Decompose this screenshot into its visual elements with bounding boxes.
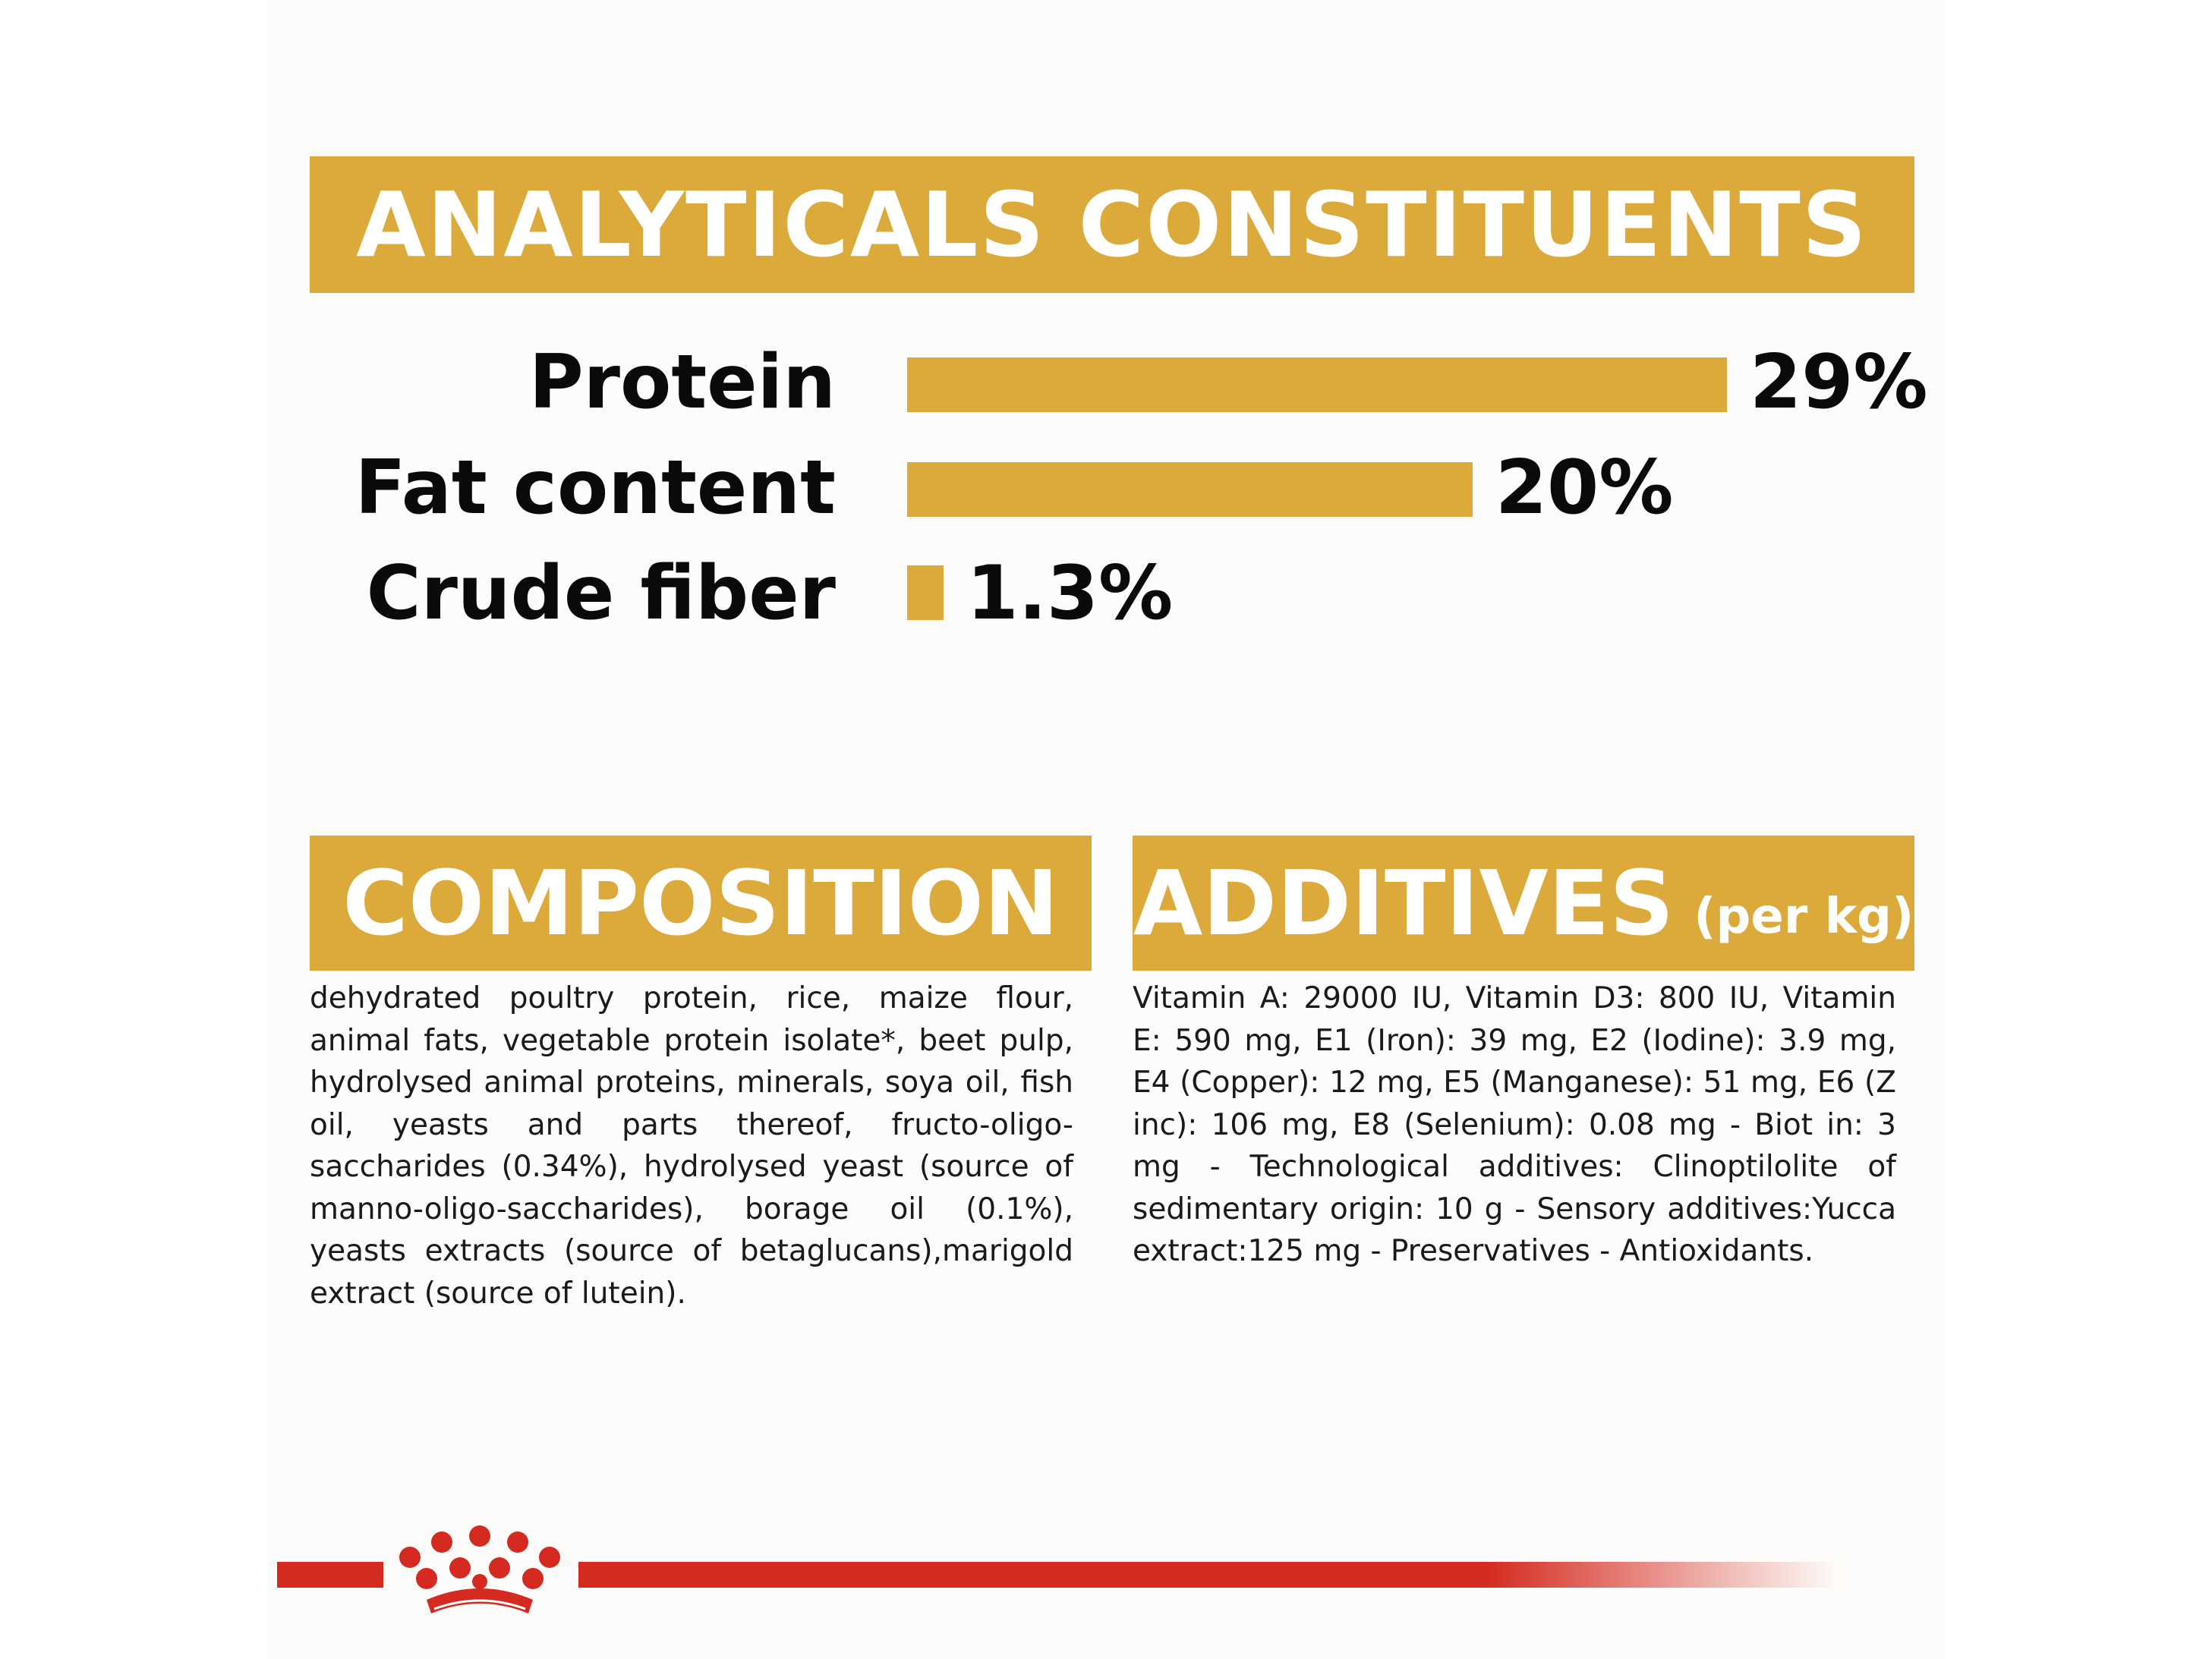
value-label-crude-fiber: 1.3% (966, 550, 1174, 637)
analytical-constituents-header: ANALYTICALS CONSTITUENTS (310, 156, 1914, 293)
bar-fat-content (907, 462, 1473, 517)
row-label-crude-fiber: Crude fiber (366, 550, 836, 637)
additives-header-text: ADDITIVES (1133, 851, 1675, 955)
footer-rule-left (277, 1562, 383, 1588)
value-label-fat-content: 20% (1495, 445, 1674, 531)
bar-crude-fiber (907, 565, 944, 620)
row-label-protein: Protein (528, 339, 836, 426)
additives-unit-label: (per kg) (1694, 889, 1914, 945)
composition-header-text: COMPOSITION (342, 851, 1059, 955)
row-label-fat-content: Fat content (354, 445, 836, 531)
value-label-protein: 29% (1750, 339, 1928, 426)
additives-text: Vitamin A: 29000 IU, Vitamin D3: 800 IU,… (1133, 981, 1896, 1268)
footer-rule-right (578, 1562, 1839, 1588)
composition-header: COMPOSITION (310, 836, 1092, 971)
crown-icon (399, 1525, 560, 1613)
analytical-header-text: ANALYTICALS CONSTITUENTS (356, 172, 1868, 277)
bar-protein (907, 357, 1727, 412)
composition-text: dehydrated poultry protein, rice, maize … (310, 981, 1073, 1311)
additives-header: ADDITIVES (per kg) (1133, 836, 1914, 971)
